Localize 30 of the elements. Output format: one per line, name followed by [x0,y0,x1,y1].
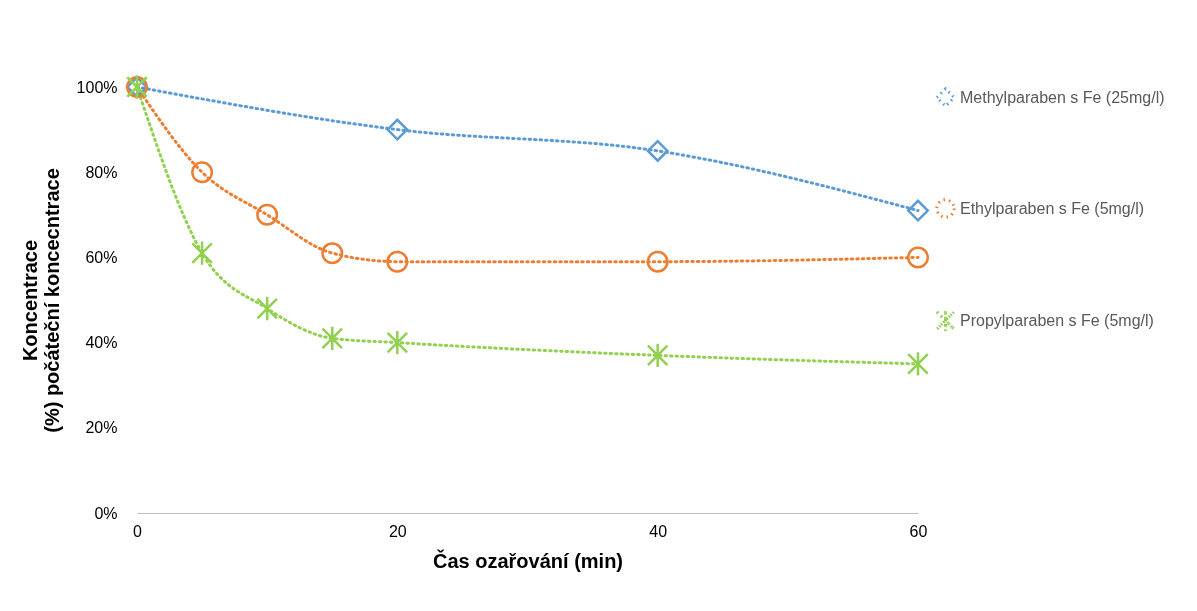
x-tick-label: 60 [909,522,928,540]
point [321,242,344,265]
point [907,199,929,222]
point [646,250,669,273]
x-tick-label: 0 [133,522,143,540]
point [256,203,279,226]
point [386,250,409,273]
point [191,161,214,184]
point [386,118,409,141]
y-tick-label: 80% [85,163,118,181]
point [386,329,409,356]
legend-label: Methylparaben s Fe (25mg/l) [960,88,1165,106]
y-tick-label: 20% [85,419,118,437]
y-tick-label: 40% [85,334,118,352]
y-tick-label: 100% [76,78,118,96]
y-tick-label: 60% [85,248,118,266]
point [321,325,344,352]
x-axis-title: Čas ozařování (min) [432,548,624,572]
legend-label: Ethylparaben s Fe (5mg/l) [960,199,1145,217]
x-tick-label: 40 [649,522,668,540]
legend-label: Propylparaben s Fe (5mg/l) [960,311,1154,329]
x-tick-label: 20 [388,522,407,540]
point [191,240,214,267]
point [907,350,929,377]
point [256,295,279,322]
point [646,139,669,162]
y-tick-label: 0% [94,504,118,522]
point [646,342,669,369]
y-axis-title: Koncentrace (%) počáteční koncecntrace [18,168,63,433]
point [907,246,929,269]
